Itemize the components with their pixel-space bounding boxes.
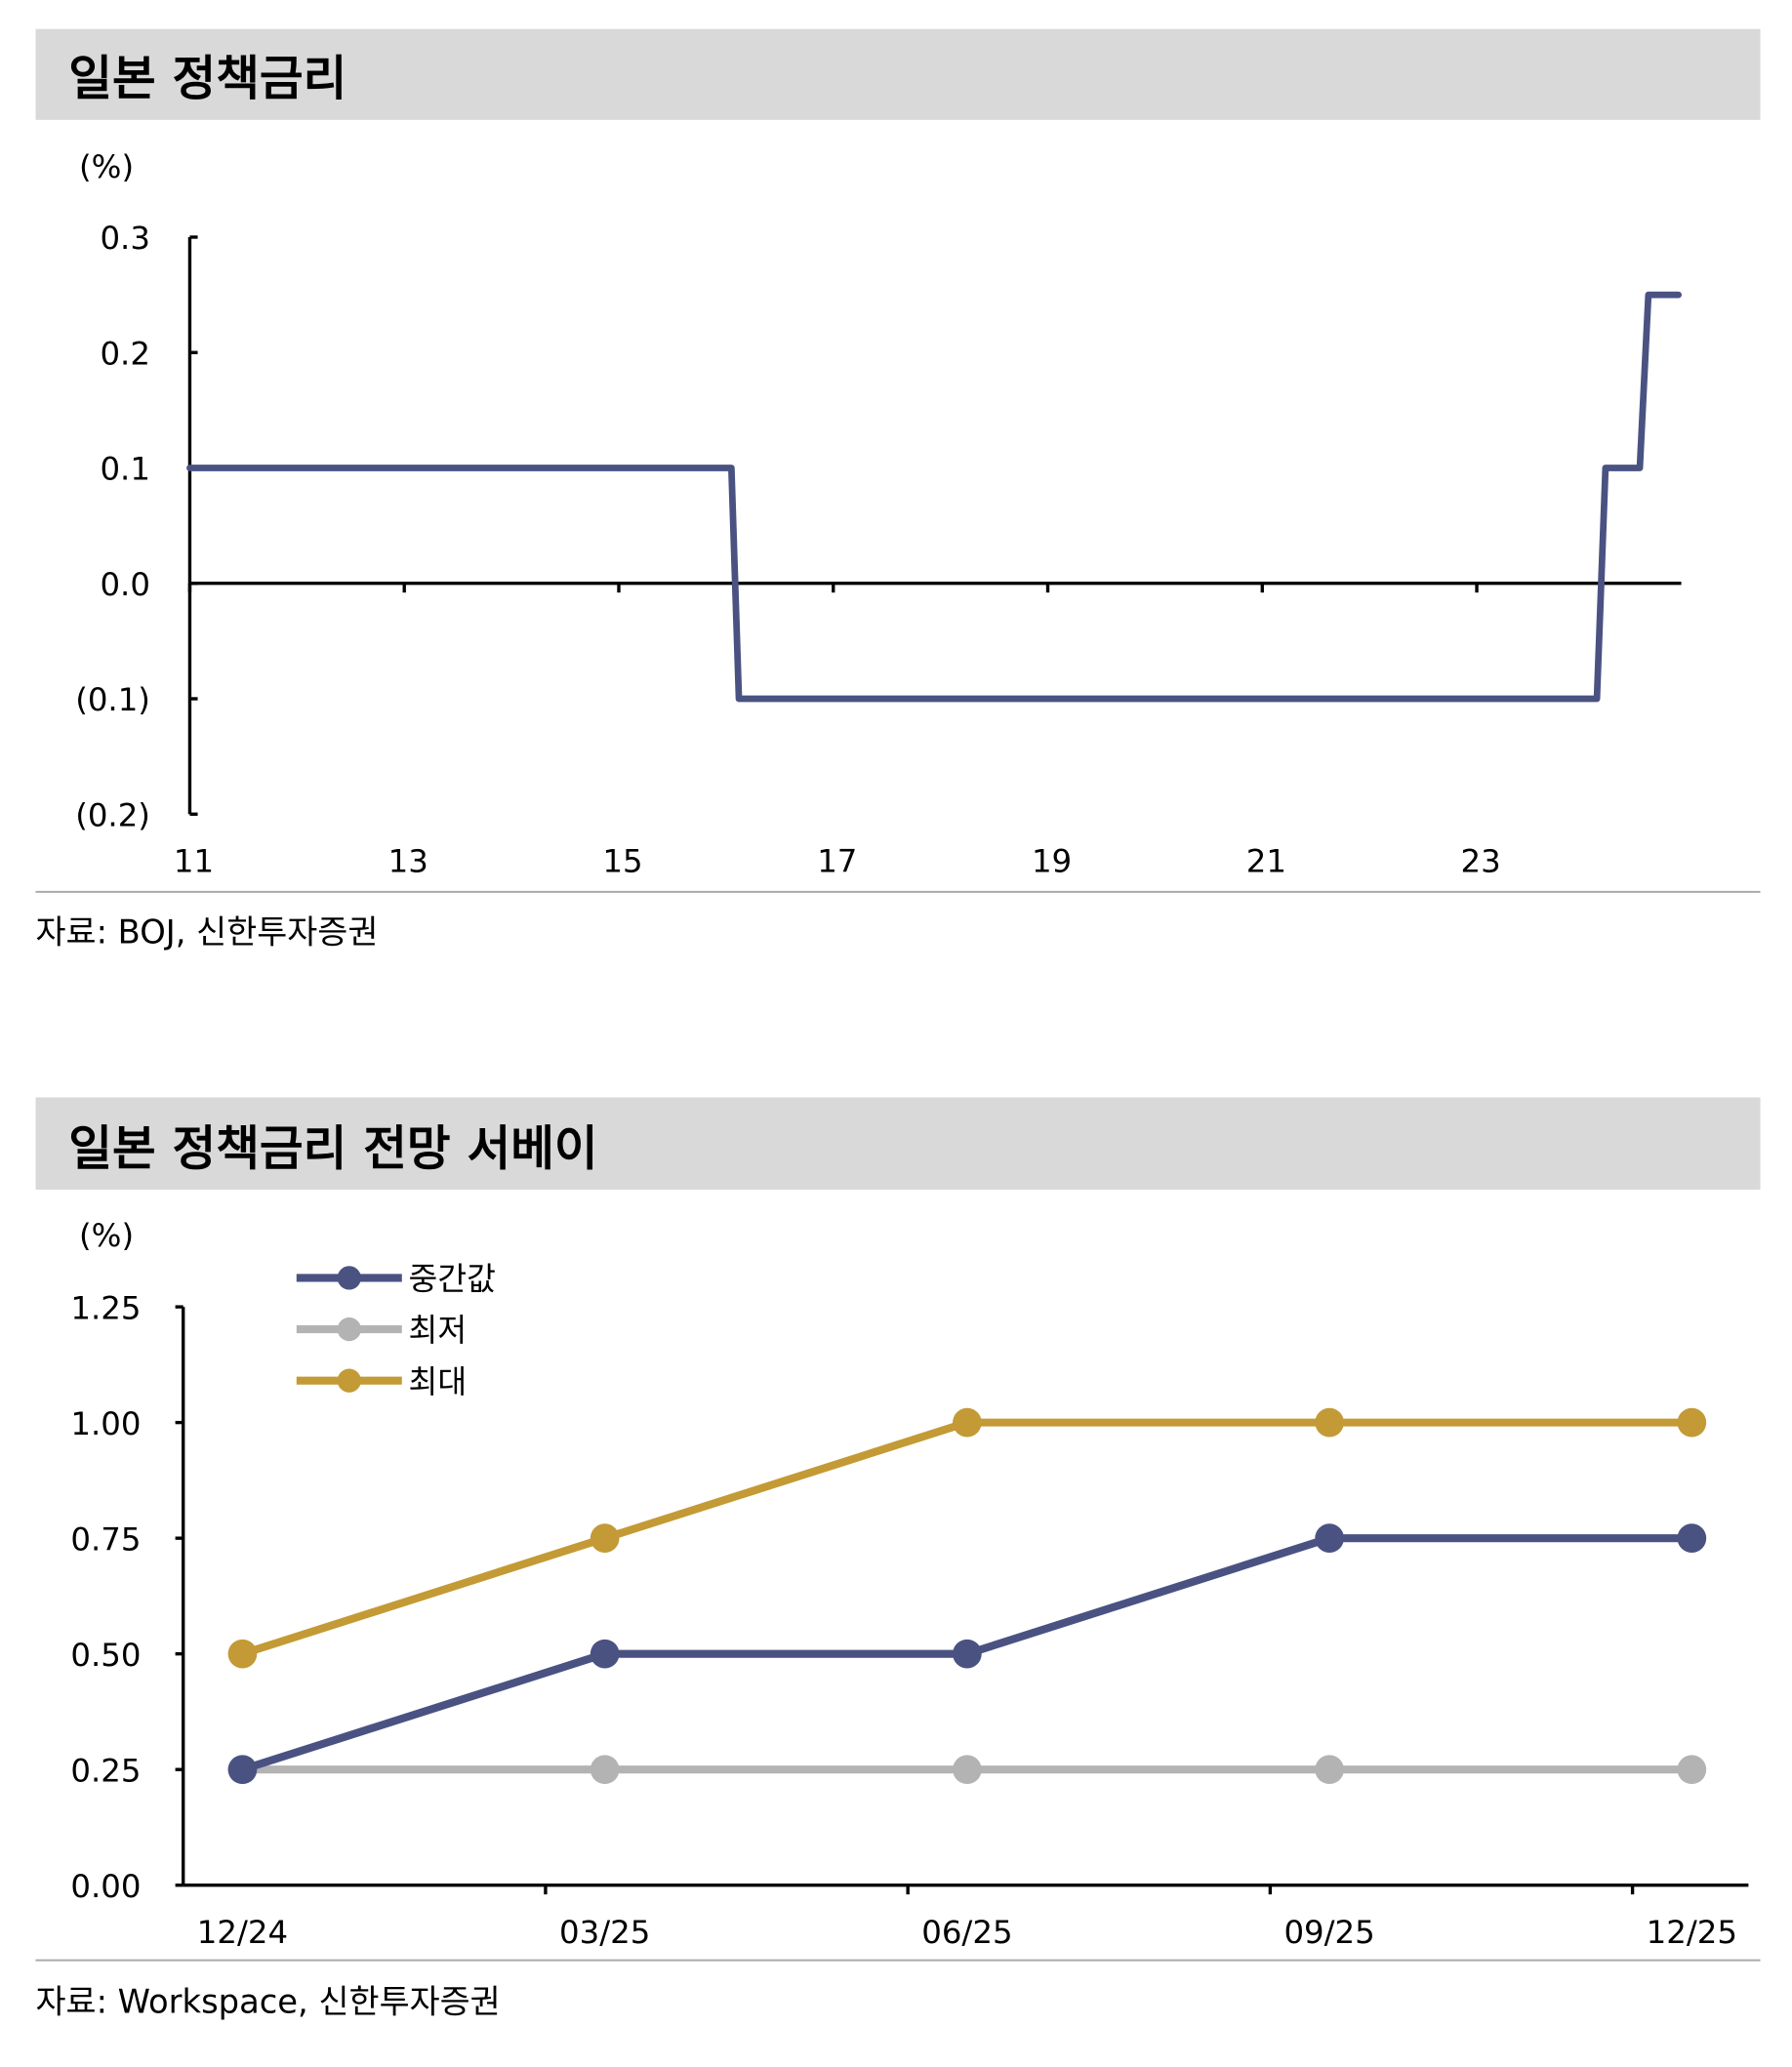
chart1-y-unit: (%) <box>79 148 134 185</box>
chart1-series-line <box>186 291 1682 703</box>
chart1-x-tick-label: 13 <box>388 843 428 880</box>
chart1-title: 일본 정책금리 <box>68 52 346 106</box>
chart2-data-point <box>1315 1755 1344 1785</box>
chart2-data-point <box>1677 1523 1707 1553</box>
chart2-x-tick-label: 12/25 <box>1647 1914 1737 1951</box>
chart1-y-tick-label: (0.2) <box>75 796 150 833</box>
chart2-x-tick-label: 12/24 <box>197 1914 288 1951</box>
chart2-y-tick-label: 0.75 <box>70 1520 141 1558</box>
chart2-data-point <box>590 1755 620 1785</box>
chart2-data-point <box>590 1639 620 1669</box>
chart2-x-tick-label: 09/25 <box>1283 1914 1374 1951</box>
legend-label: 중간값 <box>409 1261 496 1298</box>
chart1-y-tick-label: 0.1 <box>100 451 150 488</box>
chart2-y-tick-label: 0.50 <box>70 1637 141 1674</box>
legend-swatch-marker <box>337 1317 361 1342</box>
chart1-y-tick-label: 0.3 <box>100 220 150 257</box>
chart2-y-tick-label: 1.00 <box>70 1405 141 1442</box>
chart1-x-tick-label: 15 <box>602 843 642 880</box>
chart2-data-point <box>227 1639 258 1669</box>
legend-swatch-marker <box>337 1368 361 1393</box>
chart2-y-unit: (%) <box>79 1217 134 1254</box>
chart2-y-tick-label: 0.00 <box>70 1868 141 1905</box>
chart2-x-tick-label: 03/25 <box>559 1914 650 1951</box>
chart1-x-tick-label: 17 <box>817 843 857 880</box>
chart2-data-point <box>1677 1407 1707 1438</box>
chart1-x-tick-label: 21 <box>1246 843 1286 880</box>
legend-label: 최저 <box>409 1312 468 1349</box>
chart1-y-tick-label: 0.0 <box>100 566 150 603</box>
legend-swatch-marker <box>337 1266 361 1290</box>
chart1-y-tick-label: (0.1) <box>75 681 150 718</box>
chart2-data-point <box>1315 1407 1344 1438</box>
chart2-y-tick-label: 1.25 <box>70 1289 141 1326</box>
chart2-data-point <box>227 1755 258 1785</box>
chart1-x-tick-label: 19 <box>1032 843 1072 880</box>
chart2-header-bar <box>35 1097 1761 1190</box>
chart1-x-tick-label: 11 <box>174 843 214 880</box>
legend-label: 최대 <box>409 1363 468 1400</box>
chart1-y-tick-label: 0.2 <box>100 335 150 372</box>
chart2-y-tick-label: 0.25 <box>70 1752 141 1789</box>
chart1-x-tick-label: 23 <box>1460 843 1500 880</box>
chart2-plot: 1.25 1.00 0.75 0.50 0.25 0.00 12/24 03/25 06/25 0… <box>70 1289 1749 1951</box>
chart1-source: 자료: BOJ, 신한투자증권 <box>36 913 379 952</box>
chart1-plot: 0.3 0.2 0.1 0.0 (0.1) (0.2) 11 13 15 17 19 21 23 <box>75 220 1682 880</box>
chart2-data-point <box>1315 1523 1344 1553</box>
chart2-x-tick-label: 06/25 <box>921 1914 1012 1951</box>
chart2-data-point <box>953 1639 982 1669</box>
chart2-data-point <box>590 1523 620 1553</box>
chart1-header-bar <box>35 28 1761 120</box>
chart2-data-point <box>1677 1755 1707 1785</box>
chart2-data-point <box>953 1755 982 1785</box>
chart2-title: 일본 정책금리 전망 서베이 <box>68 1121 597 1176</box>
chart2-data-point <box>953 1407 982 1438</box>
chart2-source: 자료: Workspace, 신한투자증권 <box>36 1983 501 2021</box>
